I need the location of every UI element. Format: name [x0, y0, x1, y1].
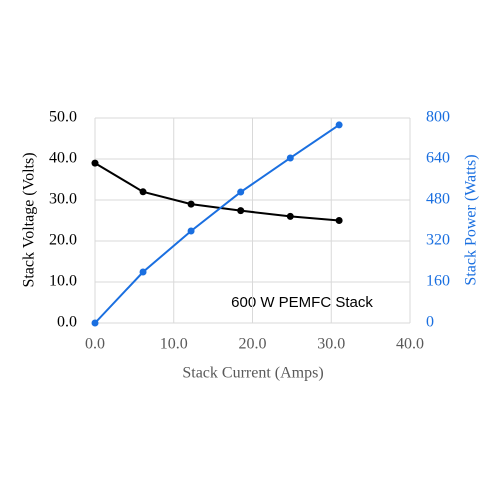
y2-tick-label: 640 [426, 150, 450, 167]
y2-tick-label: 0 [426, 314, 434, 331]
data-point [335, 121, 343, 129]
y2-tick-label: 160 [426, 273, 450, 290]
data-point [139, 188, 147, 196]
y-tick-label: 30.0 [49, 191, 77, 208]
data-point [139, 268, 147, 276]
y-tick-label: 50.0 [49, 109, 77, 126]
x-tick-label: 10.0 [160, 336, 188, 353]
data-point [286, 212, 294, 220]
data-point [286, 154, 294, 162]
annotation: 600 W PEMFC Stack [231, 294, 373, 311]
y2-tick-label: 800 [426, 109, 450, 126]
y-axis-title: Stack Voltage (Volts) [21, 152, 38, 287]
data-point [91, 159, 99, 167]
x-axis-title: Stack Current (Amps) [182, 365, 323, 382]
y-tick-label: 20.0 [49, 232, 77, 249]
x-tick-label: 0.0 [85, 336, 105, 353]
x-tick-label: 40.0 [396, 336, 424, 353]
x-tick-label: 20.0 [239, 336, 267, 353]
data-point [187, 227, 195, 235]
data-point [237, 188, 245, 196]
data-point [335, 217, 343, 224]
data-point [237, 207, 245, 215]
data-point [91, 319, 99, 327]
series-line [94, 162, 340, 222]
y2-tick-label: 320 [426, 232, 450, 249]
series-line [94, 124, 340, 324]
y2-axis-title: Stack Power (Watts) [463, 154, 480, 285]
data-point [187, 200, 195, 208]
y-tick-label: 10.0 [49, 273, 77, 290]
y-tick-label: 0.0 [57, 314, 77, 331]
y-tick-label: 40.0 [49, 150, 77, 167]
x-tick-label: 30.0 [317, 336, 345, 353]
y2-tick-label: 480 [426, 191, 450, 208]
